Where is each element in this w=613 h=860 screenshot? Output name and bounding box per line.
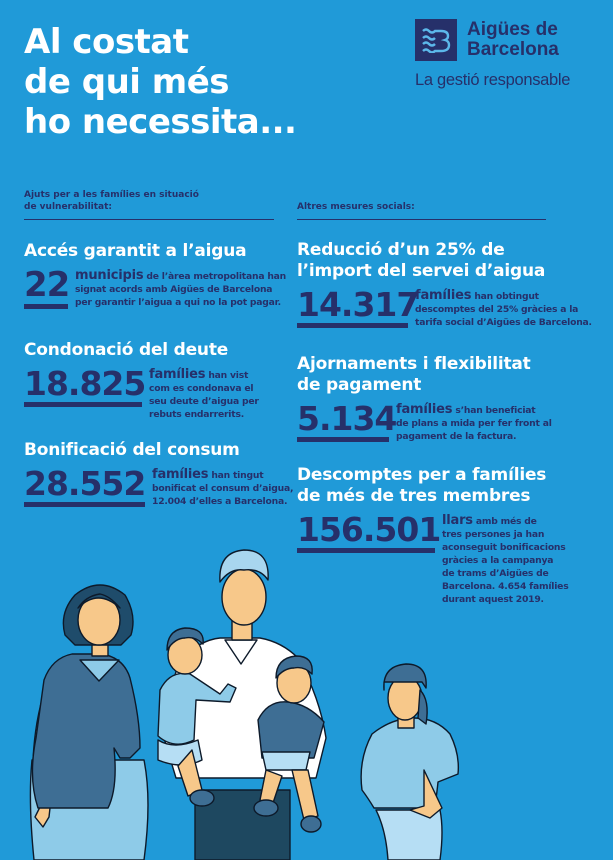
- stat-description: famílies han vist com es condonava el se…: [149, 368, 259, 421]
- block-title-line: Descomptes per a famílies: [297, 465, 547, 485]
- section-header-vulnerability: Ajuts per a les famílies en situació de …: [24, 189, 274, 220]
- logo-name-line: Aigües de: [467, 19, 558, 40]
- stat-lead: famílies: [396, 402, 453, 417]
- stat-line: seu deute d’aigua per: [149, 396, 259, 407]
- title-line: ho necessita...: [24, 102, 297, 142]
- stat-number: 18.825: [24, 367, 146, 407]
- stat-description: llars amb més de tres persones ja han ac…: [442, 514, 569, 606]
- stat-row: 18.825 famílies han vist com es condonav…: [24, 367, 259, 421]
- toddler-right-figure: [253, 655, 325, 833]
- main-title: Al costat de qui més ho necessita...: [24, 22, 297, 142]
- toddler-left-figure: [157, 627, 237, 807]
- girl-figure: [360, 663, 460, 860]
- stat-number: 22: [24, 268, 70, 309]
- stat-line: famílies han tingut: [152, 468, 293, 482]
- stat-number: 156.501: [297, 513, 441, 553]
- title-line: de qui més: [24, 62, 230, 102]
- stat-number: 5.134: [297, 402, 397, 442]
- aigues-de-barcelona-logo-icon: [415, 19, 457, 61]
- stat-line: Barcelona. 4.654 famílies: [442, 581, 569, 592]
- stat-block-debt-forgiveness: Condonació del deute 18.825 famílies han…: [24, 340, 259, 421]
- stat-text: han vist: [208, 370, 249, 381]
- section-header-line: Altres mesures socials:: [297, 202, 415, 212]
- block-title-line: Reducció d’un 25% de: [297, 240, 505, 260]
- stat-line: de plans a mida per fer front al: [396, 418, 552, 429]
- stat-description: famílies s’han beneficiat de plans a mid…: [396, 403, 552, 443]
- block-title: Condonació del deute: [24, 340, 259, 361]
- stat-lead: municipis: [75, 268, 144, 283]
- block-title: Descomptes per a famílies de més de tres…: [297, 465, 568, 507]
- stat-description: famílies han obtingut descomptes del 25%…: [415, 289, 592, 329]
- stat-text: de l’àrea metropolitana han: [146, 271, 287, 282]
- stat-line: signat acords amb Aigües de Barcelona: [75, 284, 273, 295]
- stat-block-water-access: Accés garantit a l’aigua 22 municipis de…: [24, 241, 286, 309]
- stat-block-payment-flexibility: Ajornaments i flexibilitat de pagament 5…: [297, 354, 552, 443]
- block-title-line: Bonificació del consum: [24, 440, 240, 460]
- logo-name: Aigües de Barcelona: [467, 20, 559, 60]
- stat-block-large-family-discounts: Descomptes per a famílies de més de tres…: [297, 465, 569, 606]
- stat-lead: famílies: [152, 467, 209, 482]
- section-header-other-measures: Altres mesures socials:: [297, 201, 546, 220]
- block-title: Ajornaments i flexibilitat de pagament: [297, 354, 552, 396]
- stat-line: famílies han vist: [149, 368, 259, 382]
- stat-text: amb més de: [475, 516, 537, 527]
- stat-line: tres persones ja han: [442, 529, 545, 540]
- stat-description: municipis de l’àrea metropolitana han si…: [75, 269, 286, 309]
- block-title: Accés garantit a l’aigua: [24, 241, 286, 262]
- stat-lead: llars: [442, 513, 473, 528]
- stat-number: 14.317: [297, 288, 419, 328]
- stat-line: durant aquest 2019.: [442, 594, 544, 605]
- title-line: Al costat: [24, 22, 189, 62]
- block-title-line: Condonació del deute: [24, 340, 229, 360]
- stat-line: per garantir l’aigua a qui no la pot pag…: [75, 297, 281, 308]
- section-header-line: Ajuts per a les famílies en situació: [24, 190, 199, 200]
- block-title: Reducció d’un 25% de l’import del servei…: [297, 240, 592, 282]
- stat-line: tarifa social d’Aigües de Barcelona.: [415, 317, 592, 328]
- stat-line: 12.004 d’elles a Barcelona.: [152, 496, 288, 507]
- stat-text: s’han beneficiat: [455, 405, 536, 416]
- mother-figure: [29, 584, 149, 860]
- stat-row: 22 municipis de l’àrea metropolitana han…: [24, 268, 286, 309]
- stat-block-consumption-bonus: Bonificació del consum 28.552 famílies h…: [24, 440, 293, 508]
- stat-line: com es condonava el: [149, 383, 254, 394]
- stat-line: famílies han obtingut: [415, 289, 592, 303]
- block-title-line: Accés garantit a l’aigua: [24, 241, 247, 261]
- logo-name-line: Barcelona: [467, 39, 559, 60]
- stat-row: 156.501 llars amb més de tres persones j…: [297, 513, 569, 606]
- family-illustration: [29, 549, 460, 860]
- block-title-line: l’import del servei d’aigua: [297, 261, 546, 281]
- logo-tagline: La gestió responsable: [415, 71, 571, 89]
- stat-number: 28.552: [24, 467, 146, 507]
- section-header-line: de vulnerabilitat:: [24, 202, 113, 212]
- stat-text: han obtingut: [474, 291, 539, 302]
- stat-line: aconseguit bonificacions: [442, 542, 566, 553]
- stat-line: municipis de l’àrea metropolitana han: [75, 269, 286, 283]
- stat-line: bonificat el consum d’aigua,: [152, 483, 294, 494]
- stat-line: gràcies a la campanya: [442, 555, 554, 566]
- stat-row: 28.552 famílies han tingut bonificat el …: [24, 467, 293, 508]
- stat-line: de trams d’Aigües de: [442, 568, 549, 579]
- block-title: Bonificació del consum: [24, 440, 293, 461]
- stat-line: rebuts endarrerits.: [149, 409, 245, 420]
- stat-block-25-percent-reduction: Reducció d’un 25% de l’import del servei…: [297, 240, 592, 329]
- stat-line: llars amb més de: [442, 514, 568, 528]
- block-title-line: Ajornaments i flexibilitat: [297, 354, 531, 374]
- stat-description: famílies han tingut bonificat el consum …: [152, 468, 293, 508]
- block-title-line: de més de tres membres: [297, 486, 531, 506]
- stat-row: 14.317 famílies han obtingut descomptes …: [297, 288, 592, 329]
- stat-lead: famílies: [149, 367, 206, 382]
- stat-lead: famílies: [415, 288, 472, 303]
- stat-line: pagament de la factura.: [396, 431, 517, 442]
- stat-text: han tingut: [211, 470, 264, 481]
- stat-line: descomptes del 25% gràcies a la: [415, 304, 579, 315]
- block-title-line: de pagament: [297, 375, 422, 395]
- stat-line: famílies s’han beneficiat: [396, 403, 552, 417]
- stat-row: 5.134 famílies s’han beneficiat de plans…: [297, 402, 552, 443]
